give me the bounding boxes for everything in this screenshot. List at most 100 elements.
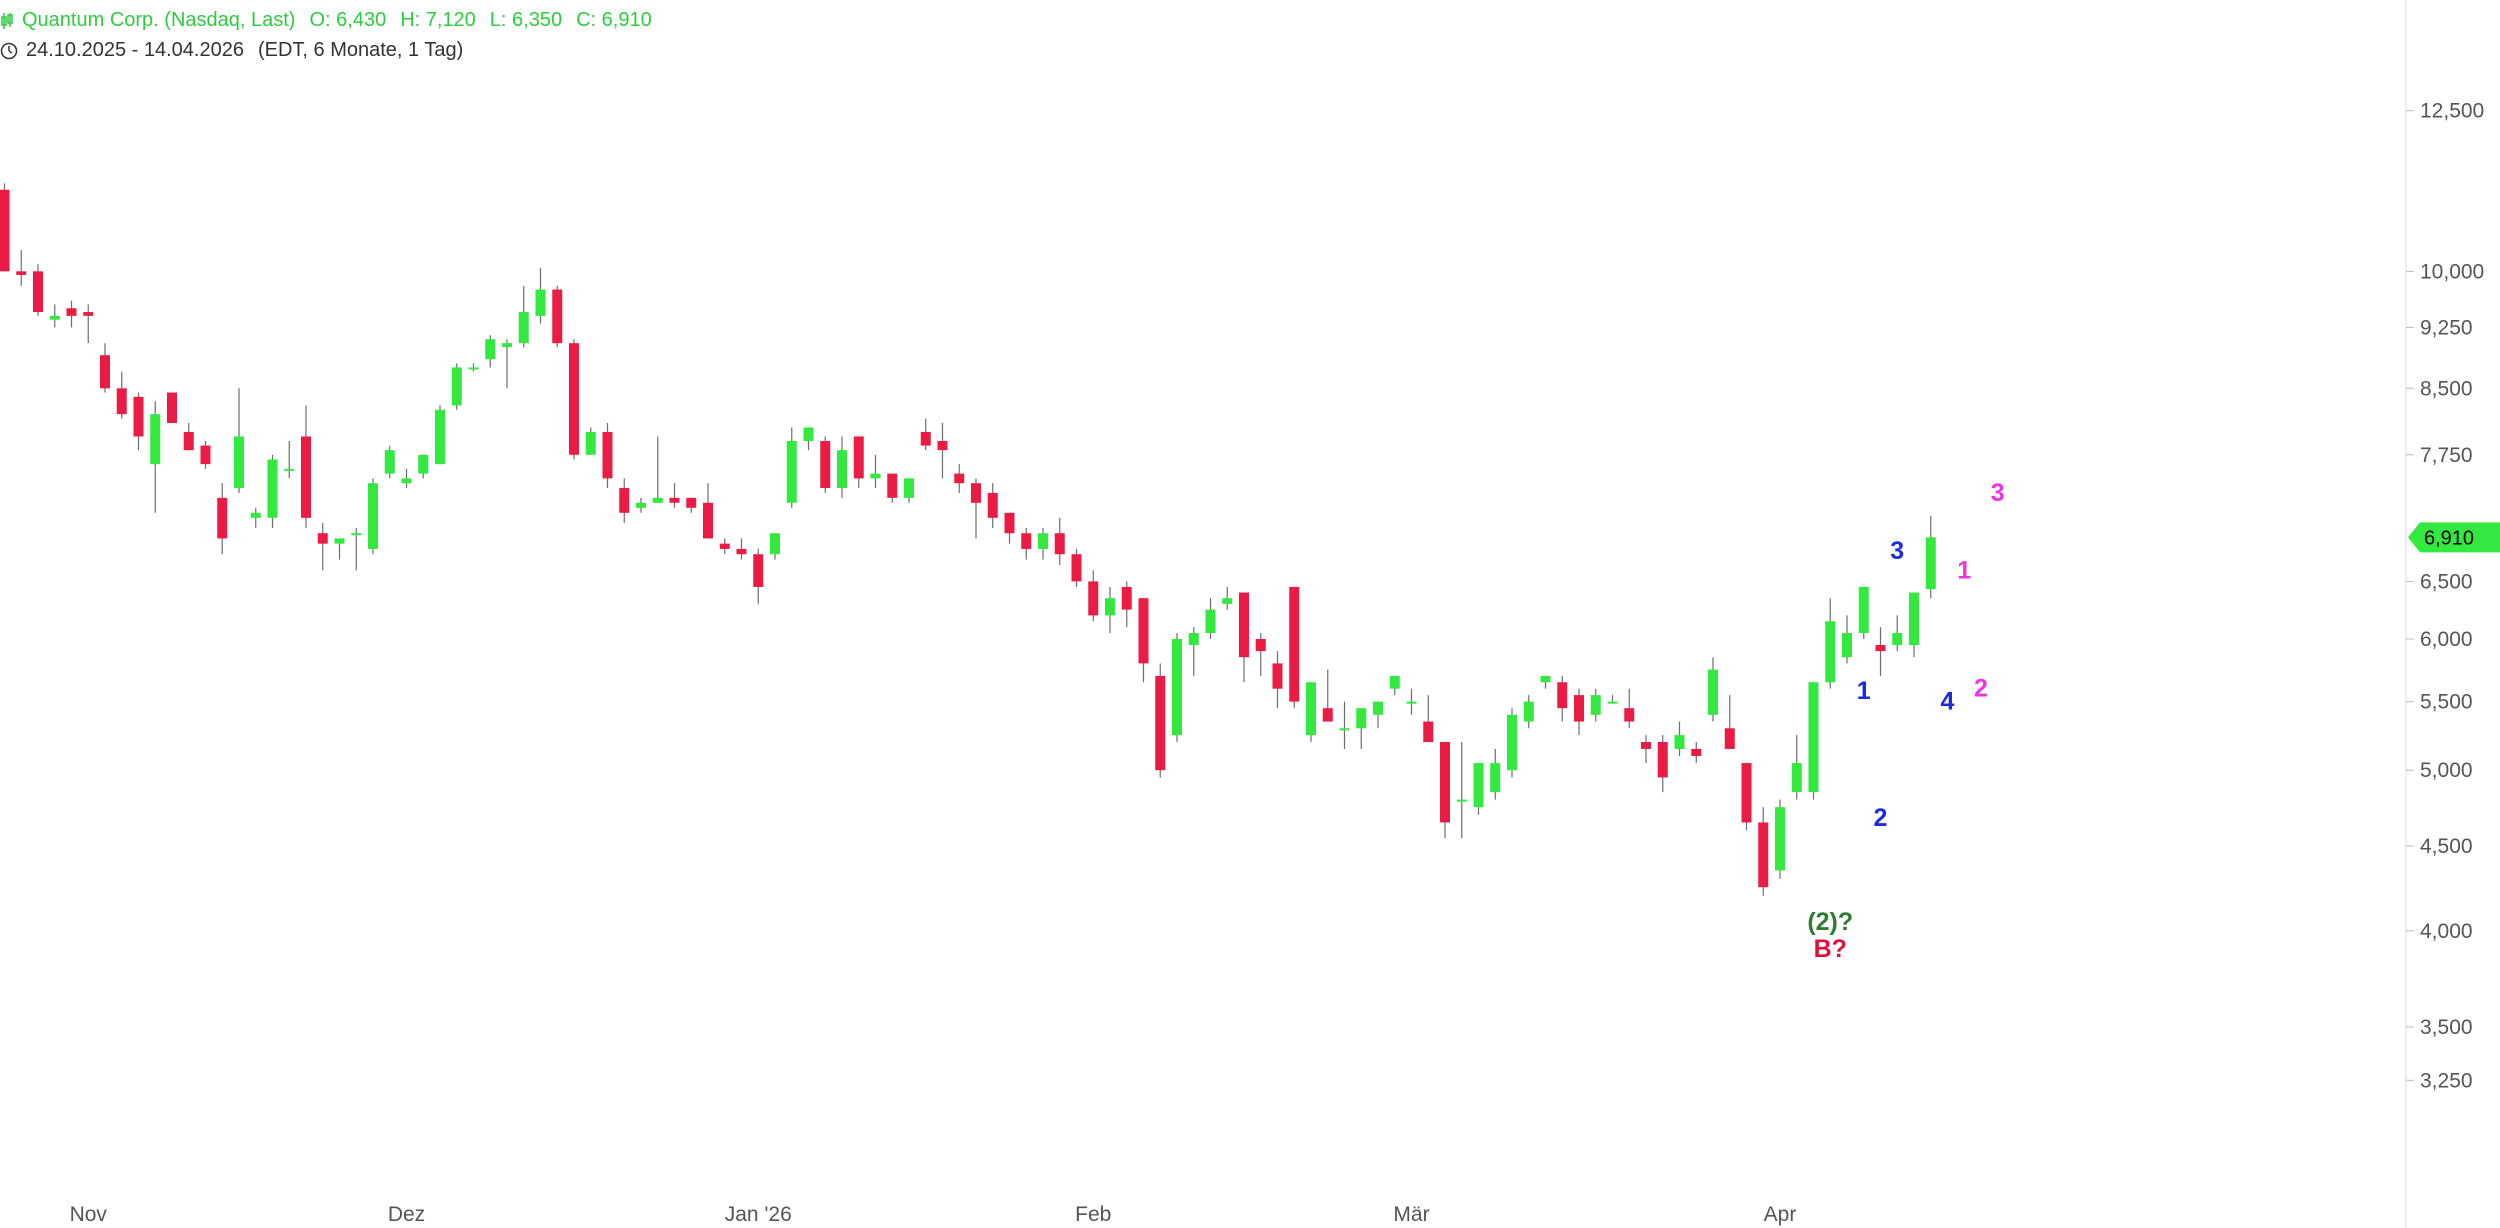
y-tick-label: 9,250	[2420, 316, 2473, 339]
candle	[1708, 657, 1718, 722]
candle	[954, 464, 965, 493]
candle-body	[585, 431, 596, 455]
candle	[1004, 512, 1015, 544]
candle	[1172, 633, 1182, 742]
candle	[820, 436, 831, 493]
candle-body	[33, 271, 43, 313]
candle	[200, 440, 211, 469]
candle	[217, 483, 228, 555]
candle-body	[954, 473, 965, 484]
candle-body	[1540, 675, 1551, 683]
x-tick-label: Apr	[1764, 1203, 1797, 1226]
candle-body	[803, 427, 814, 441]
candle-body	[1406, 701, 1417, 704]
candle-body	[987, 492, 998, 518]
candle	[485, 335, 496, 368]
candle-body	[1373, 701, 1383, 715]
candle	[1205, 598, 1216, 639]
candle-body	[1741, 763, 1752, 823]
candle-body	[937, 440, 948, 451]
candle-body	[1892, 633, 1903, 646]
candle-body	[686, 497, 697, 508]
low-value: L: 6,350	[489, 9, 563, 31]
wave-label: 2	[1974, 675, 1988, 703]
price-axis: 3,250 3,500 4,000 4,500 5,000 5,500 6,000 6,500…	[2406, 100, 2484, 1092]
candle-body	[636, 502, 646, 508]
candle-body	[719, 543, 730, 549]
candle-body	[1423, 721, 1434, 742]
candle	[1657, 735, 1668, 793]
wave-label: 3	[1991, 479, 2005, 507]
candle	[401, 468, 412, 489]
candle	[1373, 701, 1383, 729]
candle	[1473, 763, 1484, 815]
candle	[719, 538, 730, 555]
y-tick-label: 6,500	[2420, 570, 2473, 593]
candle	[1054, 517, 1065, 565]
candle-body	[1088, 581, 1099, 616]
candle	[1406, 688, 1417, 715]
candle	[33, 264, 43, 316]
candle-body	[870, 473, 881, 479]
candle	[920, 418, 931, 451]
candle	[1289, 586, 1300, 709]
open-value: O: 6,430	[309, 9, 387, 31]
candle-body	[1054, 533, 1065, 555]
candle	[1808, 682, 1819, 800]
candlestick-icon	[0, 12, 14, 30]
candle	[1188, 627, 1199, 676]
wave-label: 3	[1890, 537, 1904, 565]
candle	[1523, 695, 1534, 729]
y-tick-label: 3,250	[2420, 1069, 2473, 1092]
clock-icon	[0, 42, 18, 60]
candle-body	[1222, 598, 1233, 604]
candle-body	[0, 189, 10, 272]
candle-body	[351, 533, 362, 536]
candle	[686, 497, 697, 513]
candle	[116, 371, 127, 419]
candle-body	[820, 440, 831, 489]
candle-body	[1138, 598, 1149, 664]
candle	[837, 436, 847, 498]
candle	[904, 478, 914, 503]
candle-body	[1657, 741, 1668, 778]
chart-header-range: 24.10.2025 - 14.04.2026 (EDT, 6 Monate, …	[0, 39, 477, 62]
candle-body	[1507, 714, 1517, 771]
candle	[1791, 735, 1802, 800]
candle-body	[451, 367, 462, 406]
candle-body	[1356, 708, 1367, 729]
candle	[150, 401, 161, 513]
candle-body	[552, 289, 563, 344]
candle-body	[920, 431, 931, 446]
candle	[1272, 651, 1283, 709]
candle-body	[1339, 728, 1350, 731]
candle	[987, 483, 998, 529]
candle	[770, 533, 780, 560]
candle	[1507, 708, 1517, 778]
candle-body	[485, 339, 496, 360]
candle-body	[1574, 695, 1584, 722]
candle-body	[418, 454, 429, 474]
candle-body	[837, 450, 847, 489]
candle-body	[1708, 669, 1718, 715]
candle	[937, 422, 948, 479]
x-tick-label: Mär	[1393, 1203, 1429, 1226]
candle	[100, 343, 110, 393]
candle	[1138, 598, 1149, 683]
candle-body	[736, 548, 747, 555]
candle	[1105, 586, 1115, 634]
candle-body	[1641, 741, 1651, 749]
candle-body	[1255, 638, 1266, 652]
candle	[468, 363, 479, 372]
candle-body	[1272, 663, 1283, 689]
candle-body	[853, 436, 864, 479]
candle	[1825, 598, 1836, 689]
candle-body	[1389, 675, 1400, 689]
candle	[652, 436, 663, 503]
chart-settings: (EDT, 6 Monate, 1 Tag)	[257, 39, 464, 61]
candle	[1038, 528, 1048, 560]
candle	[585, 427, 596, 455]
y-tick-label: 4,500	[2420, 835, 2473, 858]
candle	[1356, 708, 1367, 749]
candle	[870, 454, 881, 489]
